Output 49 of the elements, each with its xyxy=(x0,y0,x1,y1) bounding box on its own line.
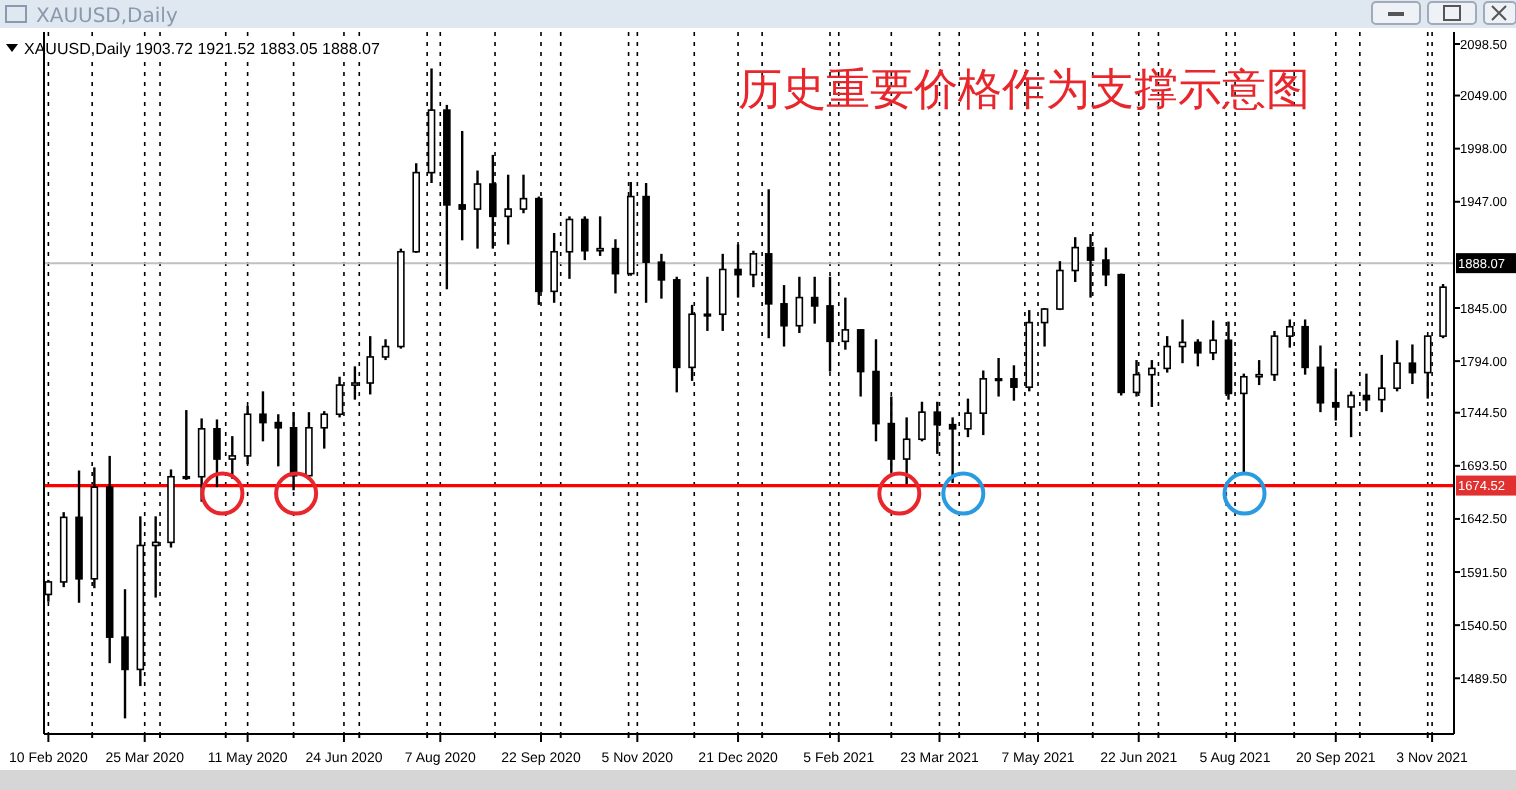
candlestick xyxy=(259,390,267,443)
candlestick xyxy=(1408,343,1417,386)
candlestick xyxy=(182,408,191,482)
candlestick xyxy=(565,215,574,281)
candlestick xyxy=(1393,339,1401,393)
candlestick xyxy=(473,169,482,250)
candlestick xyxy=(902,416,911,486)
candlestick xyxy=(197,417,206,503)
candlestick xyxy=(1301,318,1309,376)
candlestick xyxy=(964,397,972,439)
candlestick xyxy=(611,238,620,295)
candlestick xyxy=(1377,353,1386,414)
candlestick xyxy=(1270,329,1279,383)
candlestick xyxy=(856,328,865,398)
candlestick xyxy=(1102,246,1110,288)
candlestick xyxy=(718,252,727,333)
candlestick xyxy=(1347,390,1355,439)
candlestick xyxy=(381,338,390,362)
candlestick xyxy=(458,129,466,242)
candlestick xyxy=(1071,235,1080,284)
candlestick xyxy=(1209,319,1217,362)
candlestick xyxy=(994,356,1003,398)
candlestick xyxy=(795,275,804,335)
candlestick xyxy=(1163,334,1171,374)
candlestick xyxy=(213,418,221,489)
candlestick xyxy=(1010,364,1018,402)
text: XAUUSD,Daily xyxy=(36,6,178,28)
candlestick xyxy=(305,410,313,482)
candlestick xyxy=(504,173,512,246)
candlestick xyxy=(1316,344,1325,414)
candlestick xyxy=(596,215,604,258)
candlestick xyxy=(703,275,712,333)
candlestick xyxy=(1240,372,1248,474)
candlestick xyxy=(749,249,758,289)
candlestick xyxy=(1056,259,1064,312)
candlestick xyxy=(580,215,589,262)
candlestick xyxy=(121,588,129,720)
candlestick xyxy=(1255,358,1263,387)
candlestick xyxy=(320,409,329,450)
candlestick xyxy=(979,369,988,437)
candlestick xyxy=(366,334,375,396)
candlestick xyxy=(918,400,926,443)
candlestick xyxy=(1194,338,1202,368)
text: 历史重要价格作为支撑示意图 xyxy=(738,66,1310,116)
candlestick xyxy=(780,283,788,348)
candlestick xyxy=(657,252,666,300)
candlestick xyxy=(810,275,819,325)
candlestick xyxy=(274,413,283,468)
candlestick xyxy=(519,173,528,215)
